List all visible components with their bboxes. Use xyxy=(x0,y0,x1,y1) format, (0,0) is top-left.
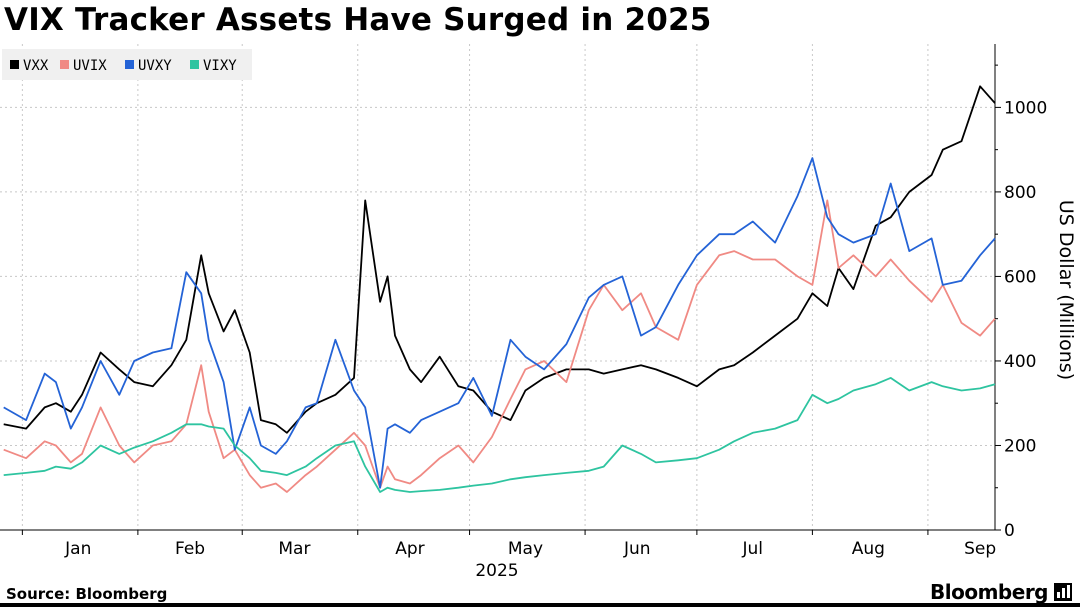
bottom-rule xyxy=(0,603,1080,607)
y-tick-label: 800 xyxy=(1004,183,1036,203)
legend-swatch-vxx xyxy=(10,60,19,69)
series-line-uvxy xyxy=(3,157,996,489)
legend-label-vixy: VIXY xyxy=(203,58,237,74)
gridlines xyxy=(0,44,995,530)
legend-label-uvix: UVIX xyxy=(73,58,107,74)
x-tick-label: Feb xyxy=(175,539,205,559)
bar-chart-icon xyxy=(1054,583,1072,601)
y-tick-label: 200 xyxy=(1004,436,1036,456)
x-tick-label: May xyxy=(508,539,543,559)
series-lines xyxy=(3,85,996,493)
series-line-vixy xyxy=(3,376,996,493)
y-tick-label: 600 xyxy=(1004,267,1036,287)
chart-title: VIX Tracker Assets Have Surged in 2025 xyxy=(4,2,712,38)
series-line-uvix xyxy=(3,199,996,493)
legend-label-uvxy: UVXY xyxy=(138,58,172,74)
legend-swatch-uvxy xyxy=(125,60,134,69)
x-tick-label: Mar xyxy=(278,539,310,559)
y-tick-label: 1000 xyxy=(1004,98,1047,118)
legend-swatch-uvix xyxy=(60,60,69,69)
axes: 0 200 400 600 800 1000 Jan Feb Mar Apr May Jun Jul Au… xyxy=(0,44,1047,559)
x-tick-label: Jul xyxy=(742,539,764,559)
x-tick-label: Jun xyxy=(623,539,651,559)
y-tick-label: 0 xyxy=(1004,521,1015,541)
y-tick-label: 400 xyxy=(1004,352,1036,372)
y-axis-label: US Dollar (Millions) xyxy=(1055,200,1077,380)
x-axis-year-label: 2025 xyxy=(475,561,518,581)
x-tick-label: Jan xyxy=(64,539,91,559)
series-line-vxx xyxy=(3,85,996,434)
legend-label-vxx: VXX xyxy=(23,58,49,74)
bloomberg-logo: Bloomberg xyxy=(930,580,1072,604)
source-note: Source: Bloomberg xyxy=(6,585,168,603)
legend-swatch-vixy xyxy=(190,60,199,69)
x-tick-label: Sep xyxy=(964,539,996,559)
x-tick-label: Aug xyxy=(852,539,885,559)
brand-text: Bloomberg xyxy=(930,580,1048,604)
legend: VXX UVIX UVXY VIXY xyxy=(2,49,252,80)
x-tick-label: Apr xyxy=(395,539,424,559)
